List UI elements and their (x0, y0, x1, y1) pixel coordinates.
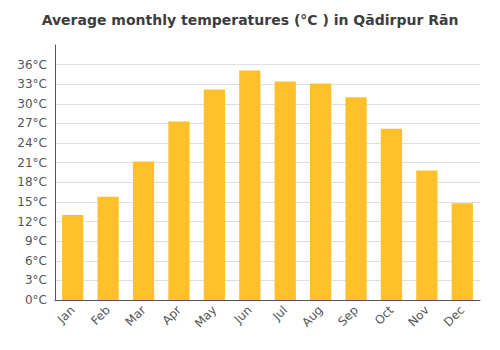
svg-text:Dec: Dec (441, 303, 467, 329)
svg-text:Jan: Jan (54, 303, 78, 327)
svg-text:May: May (192, 303, 219, 330)
svg-text:36°C: 36°C (17, 58, 47, 72)
svg-text:Oct: Oct (372, 303, 397, 328)
svg-text:Apr: Apr (159, 303, 184, 328)
svg-text:Aug: Aug (299, 303, 325, 329)
svg-text:24°C: 24°C (17, 136, 47, 150)
svg-text:15°C: 15°C (17, 195, 47, 209)
svg-text:33°C: 33°C (17, 77, 47, 91)
svg-text:18°C: 18°C (17, 175, 47, 189)
svg-text:0°C: 0°C (25, 293, 47, 307)
svg-text:Nov: Nov (405, 303, 431, 329)
svg-text:Sep: Sep (335, 303, 361, 329)
svg-text:Jun: Jun (231, 303, 255, 327)
svg-text:Mar: Mar (123, 303, 149, 329)
svg-text:Jul: Jul (269, 303, 290, 324)
svg-text:6°C: 6°C (25, 254, 47, 268)
svg-text:Average monthly temperatures (: Average monthly temperatures (°C ) in Qā… (42, 12, 459, 28)
svg-text:Feb: Feb (88, 303, 113, 328)
svg-text:21°C: 21°C (17, 156, 47, 170)
svg-text:30°C: 30°C (17, 97, 47, 111)
svg-text:27°C: 27°C (17, 116, 47, 130)
svg-text:12°C: 12°C (17, 215, 47, 229)
svg-text:9°C: 9°C (25, 234, 47, 248)
svg-text:3°C: 3°C (25, 273, 47, 287)
